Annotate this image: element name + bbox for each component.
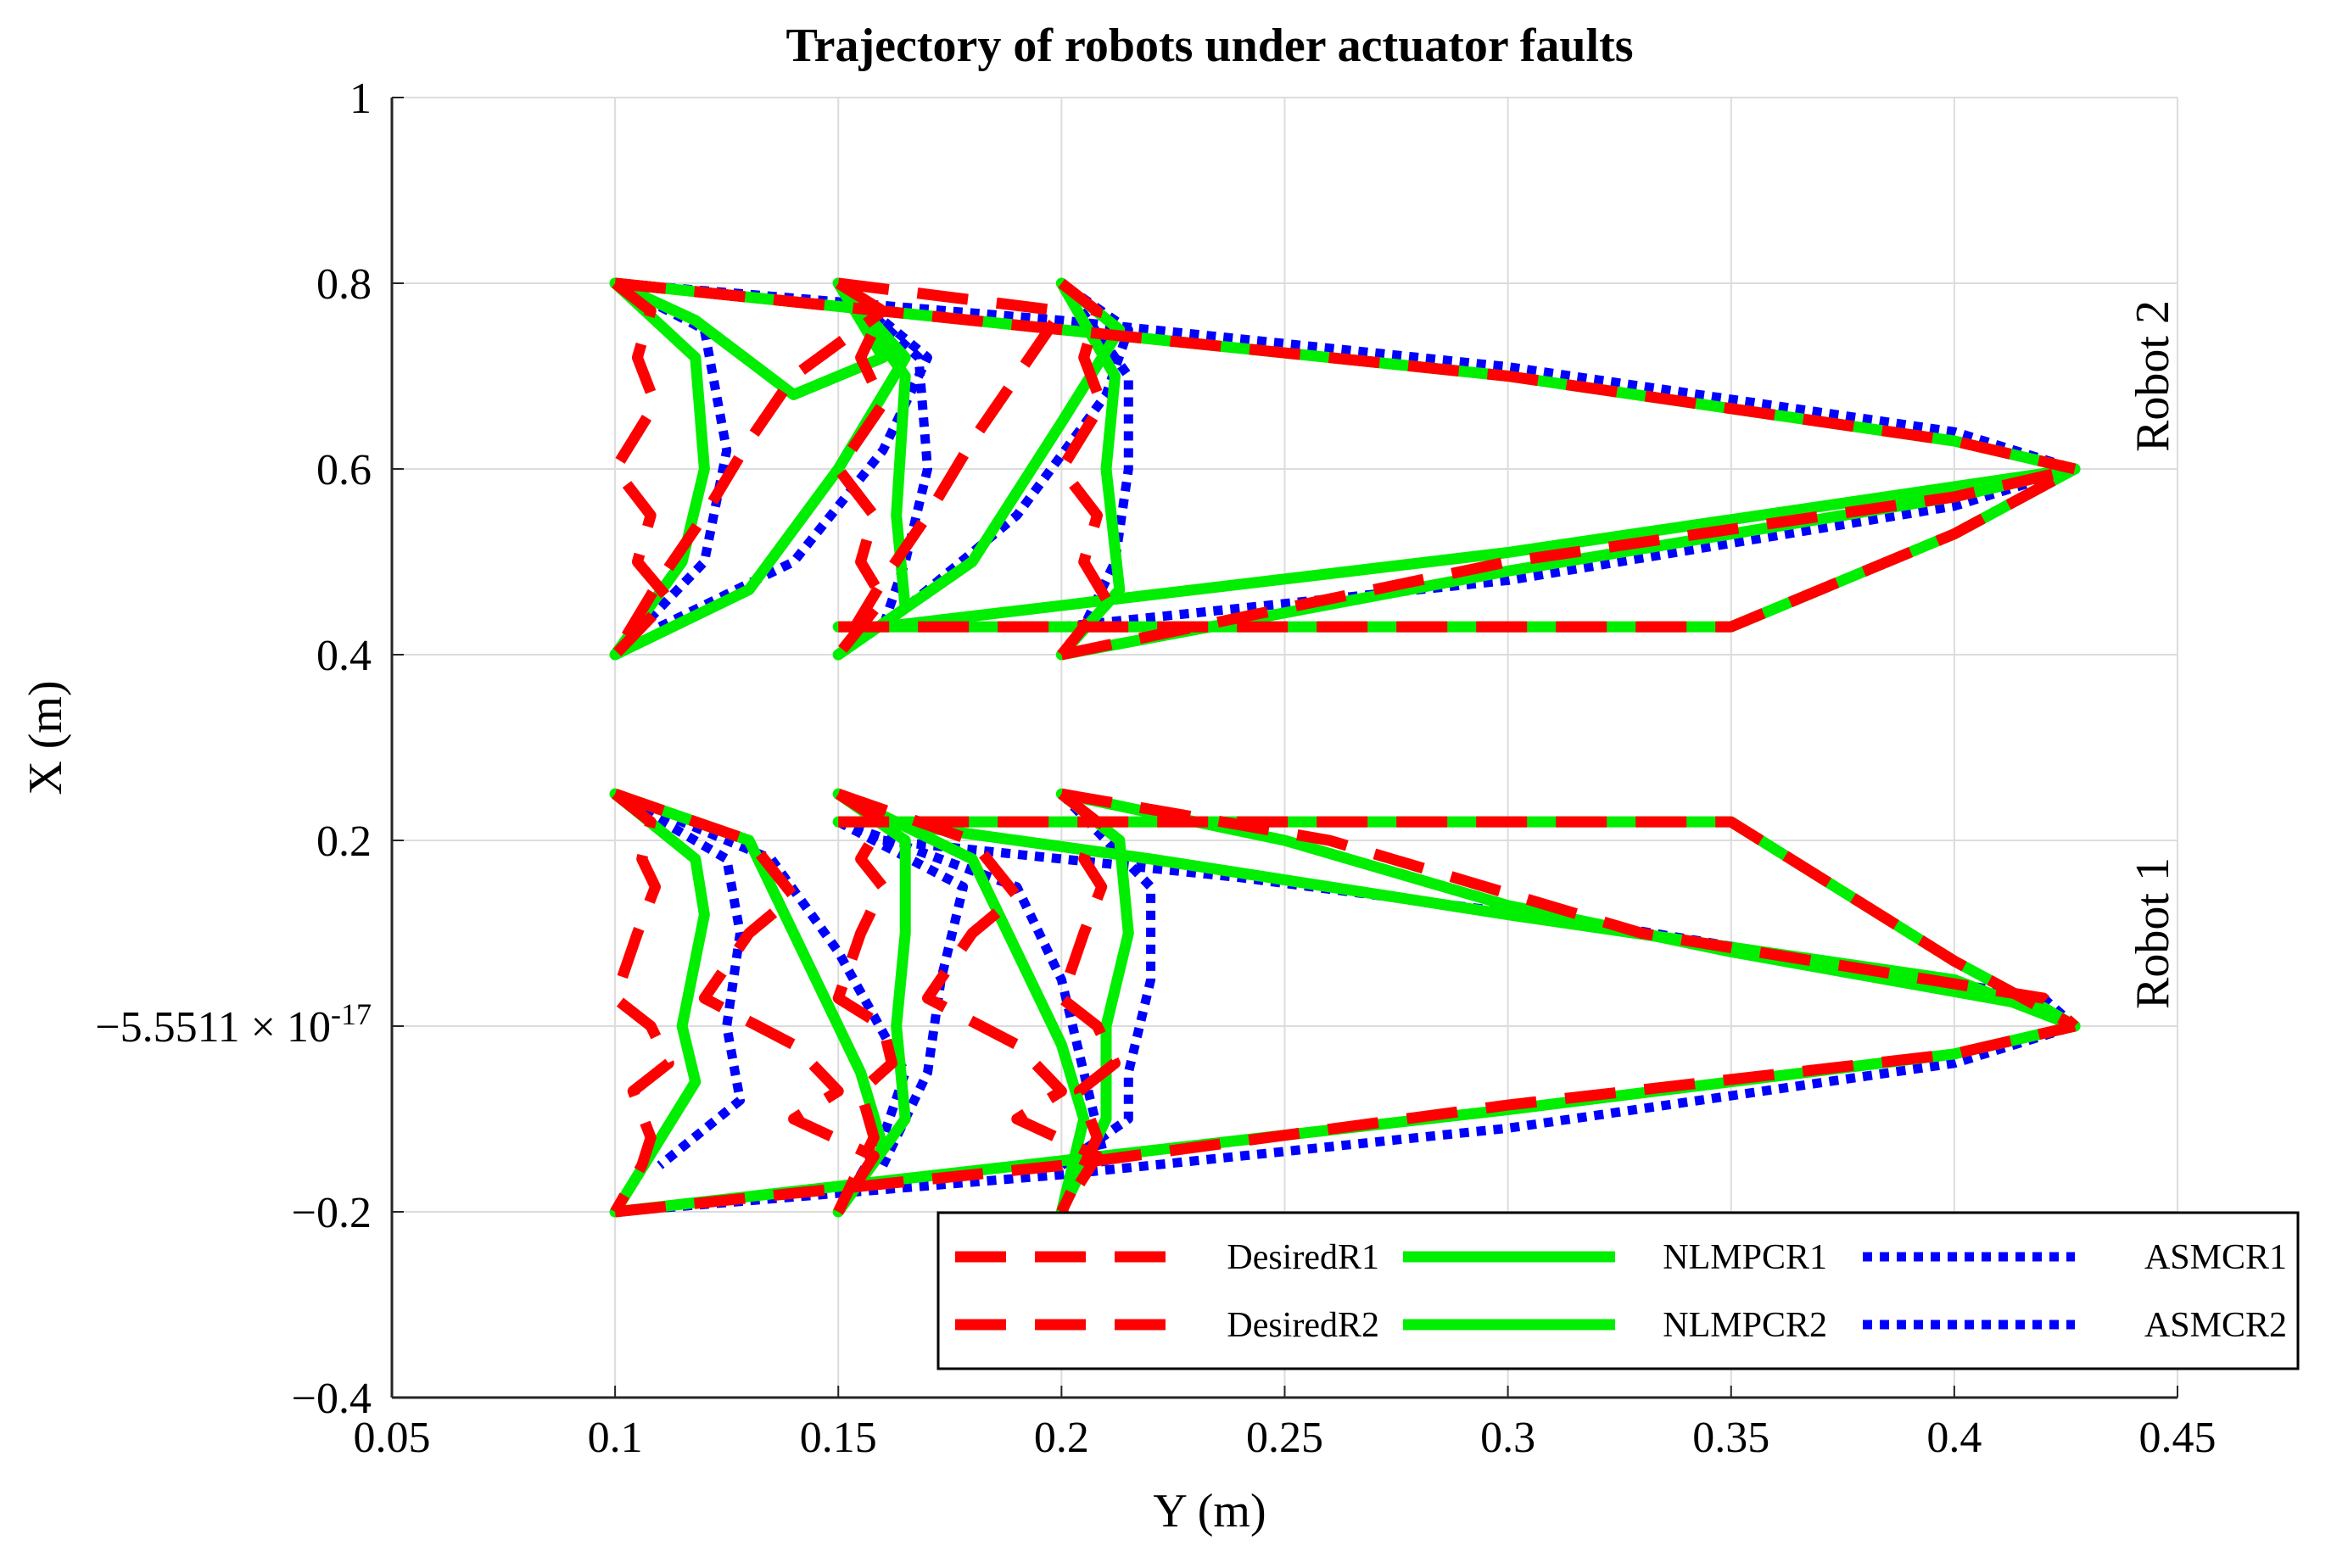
- robot-label: Robot 2: [2127, 300, 2179, 452]
- series-DesiredR2: [609, 277, 2078, 661]
- x-tick-label: 0.45: [2139, 1414, 2217, 1462]
- robot-label: Robot 1: [2127, 857, 2179, 1009]
- trajectory-line: [1060, 464, 2077, 632]
- legend-label: NLMPCR2: [1663, 1306, 1827, 1345]
- x-tick-label: 0.05: [354, 1414, 431, 1462]
- axes: [390, 97, 2178, 1399]
- trajectory-line: [877, 816, 2081, 1032]
- trajectory-line: [880, 279, 1133, 631]
- trajectory-line: [832, 789, 897, 1214]
- trajectory-line: [1055, 277, 1126, 661]
- legend-box: [936, 1211, 2300, 1370]
- trajectory-line: [1060, 463, 2077, 661]
- legend-label: DesiredR1: [1227, 1238, 1379, 1277]
- legend-label: ASMCR1: [2144, 1238, 2287, 1277]
- x-tick-label: 0.35: [1692, 1414, 1769, 1462]
- y-tick-label: −5.5511 × 10-17: [95, 997, 372, 1052]
- y-tick-label: 0.4: [316, 632, 372, 680]
- trajectory-line: [657, 279, 932, 632]
- trajectory-line: [832, 788, 1090, 1218]
- trajectory-line: [877, 463, 2081, 633]
- series-lines: [609, 277, 2081, 1218]
- trajectory-line: [836, 789, 1103, 1215]
- trajectory-line: [612, 790, 745, 1169]
- y-tick-label: 0.2: [316, 817, 372, 866]
- x-tick-label: 0.2: [1034, 1414, 1089, 1462]
- trajectory-line: [836, 817, 969, 1168]
- trajectory-line: [838, 464, 2078, 633]
- trajectory-line: [836, 817, 1111, 1167]
- y-tick-label: −0.2: [292, 1189, 372, 1237]
- x-tick-label: 0.1: [588, 1414, 643, 1462]
- robot-annotations: Robot 2 Robot 1: [2127, 300, 2179, 1009]
- tick-labels: 0.05 0.1 0.15 0.2 0.25 0.3 0.35 0.4 0.45 −0.4 −0.2…: [95, 75, 2216, 1462]
- legend: DesiredR1 NLMPCR1 ASMCR1 DesiredR2 NLMPCR2 AS…: [936, 1211, 2300, 1370]
- legend-label: ASMCR2: [2144, 1306, 2287, 1345]
- trajectory-line: [612, 789, 880, 1215]
- x-tick-label: 0.3: [1480, 1414, 1535, 1462]
- trajectory-line: [614, 277, 2077, 475]
- trajectory-line: [1055, 278, 1112, 659]
- trajectory-line: [612, 279, 732, 658]
- trajectory-line: [609, 278, 674, 659]
- trajectory-line: [609, 277, 911, 661]
- trajectory-line: [832, 788, 911, 1218]
- y-tick-label: 0.8: [316, 260, 372, 309]
- y-tick-label: 1: [349, 75, 372, 123]
- x-tick-label: 0.4: [1926, 1414, 1982, 1462]
- series-DesiredR1: [609, 788, 2079, 1218]
- x-tick-label: 0.25: [1246, 1414, 1323, 1462]
- trajectory-line: [609, 788, 710, 1218]
- y-axis-label: X (m): [20, 680, 72, 795]
- x-tick-label: 0.15: [800, 1414, 877, 1462]
- trajectory-line: [609, 790, 674, 1215]
- trajectory-line: [1060, 788, 2079, 1030]
- legend-label: DesiredR2: [1227, 1306, 1379, 1345]
- y-tick-label: 0.6: [316, 446, 372, 494]
- y-tick-label: −0.4: [292, 1375, 372, 1423]
- legend-label: NLMPCR1: [1663, 1238, 1827, 1277]
- trajectory-line: [612, 790, 910, 1214]
- chart-title: Trajectory of robots under actuator faul…: [785, 20, 1633, 72]
- trajectory-line: [614, 1020, 2077, 1218]
- x-axis-label: Y (m): [1153, 1485, 1266, 1537]
